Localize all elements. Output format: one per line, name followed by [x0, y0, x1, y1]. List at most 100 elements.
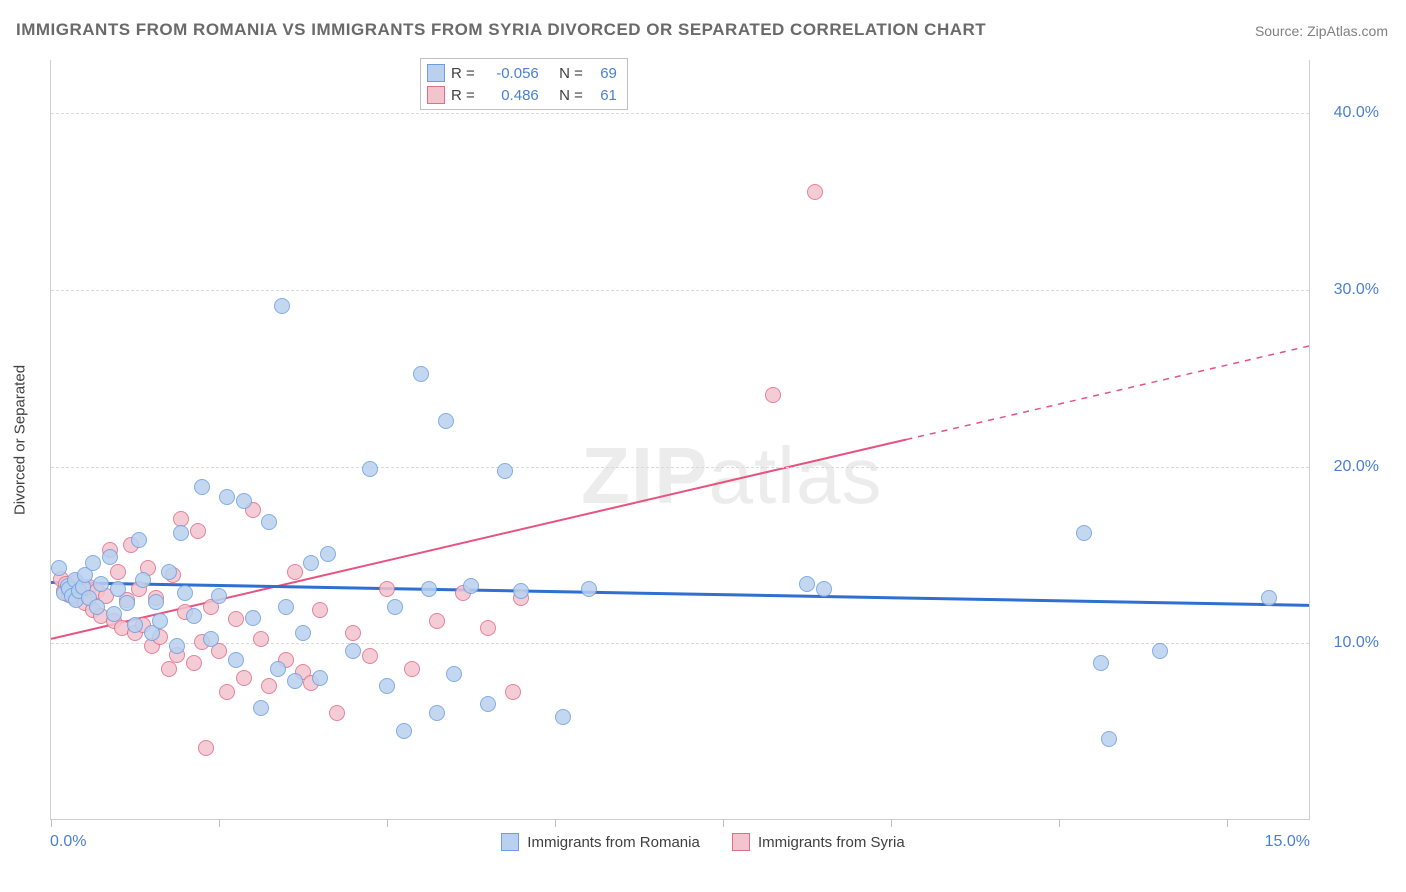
y-tick-label: 20.0%	[1319, 458, 1379, 476]
y-tick-label: 30.0%	[1319, 281, 1379, 299]
x-tick	[387, 819, 388, 827]
n-label: N =	[559, 65, 583, 82]
r-value-romania: -0.056	[481, 65, 539, 82]
data-point-romania	[278, 599, 294, 615]
data-point-syria	[236, 670, 252, 686]
data-point-romania	[203, 631, 219, 647]
n-value-romania: 69	[589, 65, 617, 82]
legend-stats: R = -0.056 N = 69 R = 0.486 N = 61	[420, 58, 628, 110]
data-point-romania	[245, 610, 261, 626]
r-label: R =	[451, 65, 475, 82]
legend-stats-row-syria: R = 0.486 N = 61	[427, 84, 617, 106]
data-point-syria	[480, 620, 496, 636]
data-point-romania	[446, 666, 462, 682]
data-point-romania	[228, 652, 244, 668]
data-point-romania	[413, 366, 429, 382]
data-point-romania	[396, 723, 412, 739]
n-value-syria: 61	[589, 87, 617, 104]
legend-label-syria: Immigrants from Syria	[758, 834, 905, 851]
data-point-syria	[186, 655, 202, 671]
data-point-romania	[194, 479, 210, 495]
data-point-syria	[345, 625, 361, 641]
data-point-romania	[186, 608, 202, 624]
regression-line	[906, 346, 1309, 440]
x-tick	[1227, 819, 1228, 827]
x-tick	[723, 819, 724, 827]
data-point-romania	[89, 599, 105, 615]
data-point-romania	[312, 670, 328, 686]
swatch-syria	[427, 86, 445, 104]
data-point-syria	[505, 684, 521, 700]
data-point-romania	[236, 493, 252, 509]
data-point-romania	[131, 532, 147, 548]
data-point-romania	[274, 298, 290, 314]
data-point-romania	[161, 564, 177, 580]
plot-area: ZIPatlas 10.0%20.0%30.0%40.0%	[50, 60, 1310, 820]
x-tick	[51, 819, 52, 827]
data-point-romania	[379, 678, 395, 694]
y-axis-title: Divorced or Separated	[12, 365, 29, 515]
source-attribution: Source: ZipAtlas.com	[1255, 23, 1388, 39]
data-point-romania	[387, 599, 403, 615]
data-point-romania	[169, 638, 185, 654]
data-point-romania	[261, 514, 277, 530]
swatch-syria	[732, 833, 750, 851]
data-point-romania	[421, 581, 437, 597]
x-tick	[219, 819, 220, 827]
data-point-romania	[135, 572, 151, 588]
data-point-syria	[161, 661, 177, 677]
data-point-romania	[816, 581, 832, 597]
data-point-romania	[362, 461, 378, 477]
legend-label-romania: Immigrants from Romania	[527, 834, 700, 851]
x-tick	[555, 819, 556, 827]
x-tick	[1059, 819, 1060, 827]
legend-stats-row-romania: R = -0.056 N = 69	[427, 62, 617, 84]
legend-item-romania: Immigrants from Romania	[501, 833, 700, 851]
data-point-romania	[1261, 590, 1277, 606]
data-point-romania	[211, 588, 227, 604]
data-point-romania	[51, 560, 67, 576]
data-point-syria	[312, 602, 328, 618]
data-point-syria	[198, 740, 214, 756]
y-tick-label: 10.0%	[1319, 634, 1379, 652]
data-point-romania	[438, 413, 454, 429]
swatch-romania	[427, 64, 445, 82]
data-point-romania	[1152, 643, 1168, 659]
legend-series: Immigrants from Romania Immigrants from …	[0, 833, 1406, 855]
data-point-romania	[270, 661, 286, 677]
data-point-romania	[581, 581, 597, 597]
data-point-romania	[345, 643, 361, 659]
data-point-syria	[404, 661, 420, 677]
data-point-romania	[1101, 731, 1117, 747]
data-point-romania	[303, 555, 319, 571]
source-link[interactable]: ZipAtlas.com	[1307, 23, 1388, 39]
chart-title: IMMIGRANTS FROM ROMANIA VS IMMIGRANTS FR…	[16, 20, 986, 40]
data-point-romania	[287, 673, 303, 689]
data-point-romania	[295, 625, 311, 641]
data-point-romania	[799, 576, 815, 592]
n-label: N =	[559, 87, 583, 104]
data-point-syria	[379, 581, 395, 597]
data-point-romania	[102, 549, 118, 565]
data-point-romania	[119, 595, 135, 611]
data-point-romania	[85, 555, 101, 571]
data-point-syria	[253, 631, 269, 647]
data-point-syria	[219, 684, 235, 700]
data-point-romania	[177, 585, 193, 601]
data-point-syria	[110, 564, 126, 580]
data-point-romania	[93, 576, 109, 592]
y-tick-label: 40.0%	[1319, 104, 1379, 122]
data-point-romania	[463, 578, 479, 594]
data-point-syria	[765, 387, 781, 403]
data-point-syria	[362, 648, 378, 664]
data-point-syria	[190, 523, 206, 539]
data-point-romania	[320, 546, 336, 562]
data-point-romania	[152, 613, 168, 629]
gridline	[51, 467, 1309, 468]
data-point-romania	[1093, 655, 1109, 671]
r-label: R =	[451, 87, 475, 104]
regression-lines-layer	[51, 60, 1309, 819]
data-point-syria	[228, 611, 244, 627]
data-point-romania	[429, 705, 445, 721]
data-point-syria	[261, 678, 277, 694]
